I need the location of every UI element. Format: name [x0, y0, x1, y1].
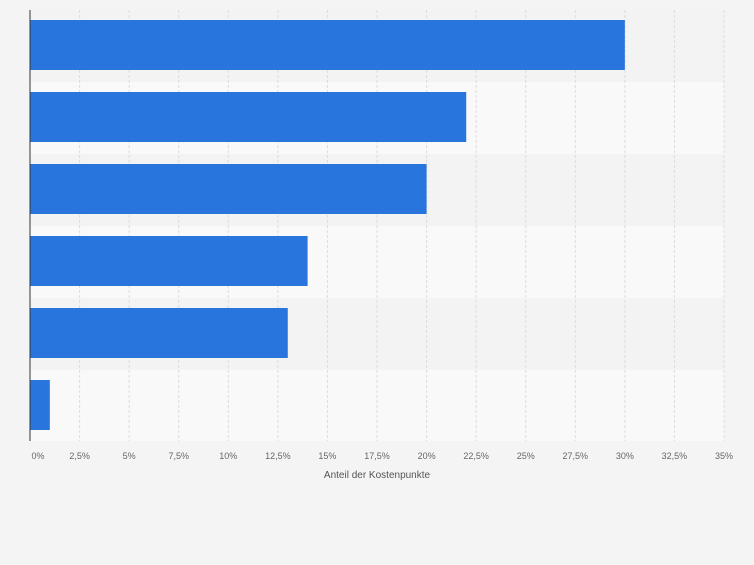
x-tick-label: 20% — [418, 451, 436, 461]
x-tick-label: 32,5% — [662, 451, 688, 461]
x-tick-labels: 0% 2,5% 5% 7,5% 10% 12,5% 15% 17,5% 20% 22,5% 25% 2… — [31, 451, 733, 461]
x-tick-label: 30% — [616, 451, 634, 461]
x-tick-label: 17,5% — [364, 451, 390, 461]
x-tick-label: 5% — [123, 451, 136, 461]
x-tick-label: 0% — [31, 451, 44, 461]
x-tick-label: 35% — [715, 451, 733, 461]
bar — [30, 92, 467, 142]
x-tick-label: 27,5% — [563, 451, 589, 461]
bar — [30, 236, 308, 286]
x-tick-label: 22,5% — [463, 451, 489, 461]
bar — [30, 380, 50, 430]
x-axis-label: Anteil der Kostenpunkte — [324, 470, 431, 481]
grid-lines — [79, 10, 725, 441]
x-tick-label: 12,5% — [265, 451, 291, 461]
bar — [30, 20, 625, 70]
bar — [30, 308, 288, 358]
x-tick-label: 2,5% — [69, 451, 90, 461]
bars — [30, 20, 625, 430]
x-tick-label: 15% — [318, 451, 336, 461]
x-tick-label: 10% — [219, 451, 237, 461]
x-tick-label: 7,5% — [168, 451, 189, 461]
x-tick-label: 25% — [517, 451, 535, 461]
bar — [30, 164, 427, 214]
